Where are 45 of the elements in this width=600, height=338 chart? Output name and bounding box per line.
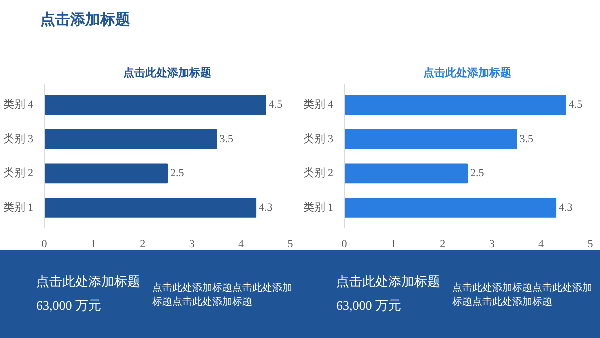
- data-label: 2.5: [170, 168, 185, 180]
- x-tick-label: 2: [140, 238, 146, 250]
- x-tick-label: 3: [189, 238, 196, 250]
- bar: [44, 164, 168, 184]
- text: 点击添加标题: [40, 12, 130, 28]
- data-label: 4.3: [559, 202, 574, 214]
- text: 63,000 万元: [36, 298, 102, 313]
- y-tick-label: 类别 3: [3, 132, 34, 146]
- data-label: 4.5: [268, 99, 284, 112]
- chart-title: 点击此处添加标题: [124, 66, 212, 80]
- text: 点击此处添加标题: [336, 274, 440, 289]
- x-tick-label: 2: [440, 238, 446, 250]
- x-tick-label: 0: [42, 238, 48, 250]
- x-tick-label: 4: [538, 238, 545, 250]
- data-label: 4.3: [259, 202, 274, 214]
- bar: [44, 95, 266, 115]
- y-tick-label: 类别 4: [3, 98, 34, 112]
- bar: [344, 95, 566, 115]
- y-tick-label: 类别 1: [303, 200, 334, 214]
- data-label: 2.5: [470, 168, 485, 180]
- x-tick-label: 0: [342, 238, 348, 250]
- bar: [344, 198, 557, 218]
- x-tick-label: 3: [489, 238, 496, 250]
- x-tick-label: 1: [90, 238, 96, 250]
- text: 点击此处添加标题点击此处添加标题点击此处添加标题: [452, 282, 592, 308]
- x-tick-label: 1: [390, 238, 396, 250]
- x-tick-label: 4: [238, 238, 245, 250]
- y-tick-label: 类别 4: [303, 98, 334, 112]
- text: 63,000 万元: [336, 298, 402, 313]
- y-tick-label: 类别 2: [303, 166, 334, 180]
- y-tick-label: 类别 2: [3, 166, 34, 180]
- y-tick-label: 类别 3: [303, 132, 334, 146]
- data-label: 3.5: [520, 133, 534, 146]
- data-label: 4.5: [568, 99, 584, 112]
- bar: [344, 129, 518, 150]
- y-tick-label: 类别 1: [3, 200, 34, 214]
- bar: [44, 129, 218, 150]
- x-tick-label: 5: [288, 238, 294, 250]
- text: 点击此处添加标题: [36, 274, 140, 289]
- chart-title: 点击此处添加标题: [424, 66, 512, 80]
- x-tick-label: 5: [588, 238, 594, 250]
- bar: [344, 164, 468, 184]
- bar: [44, 198, 257, 218]
- data-label: 3.5: [220, 133, 234, 146]
- text: 点击此处添加标题点击此处添加标题点击此处添加标题: [152, 282, 292, 308]
